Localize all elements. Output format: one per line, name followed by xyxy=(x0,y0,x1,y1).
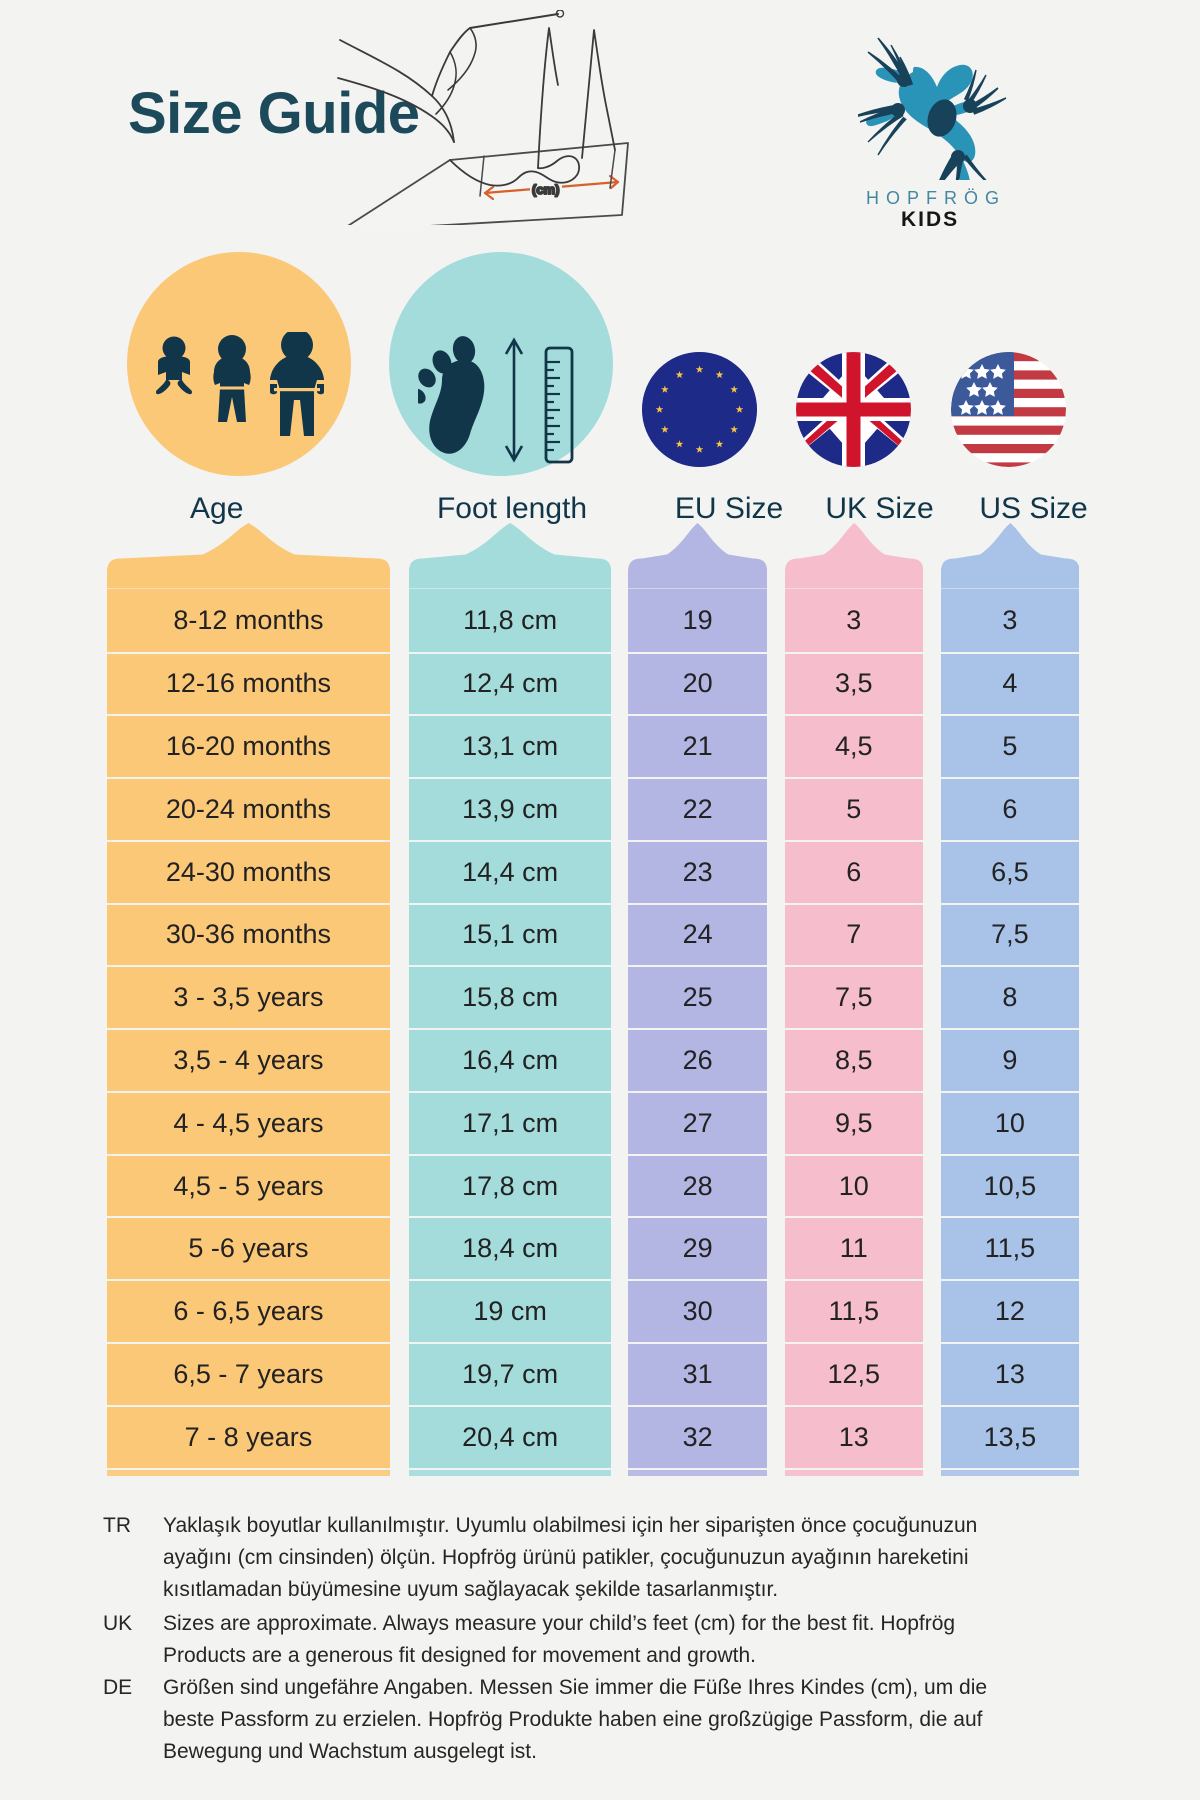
svg-text:(cm): (cm) xyxy=(532,182,559,197)
